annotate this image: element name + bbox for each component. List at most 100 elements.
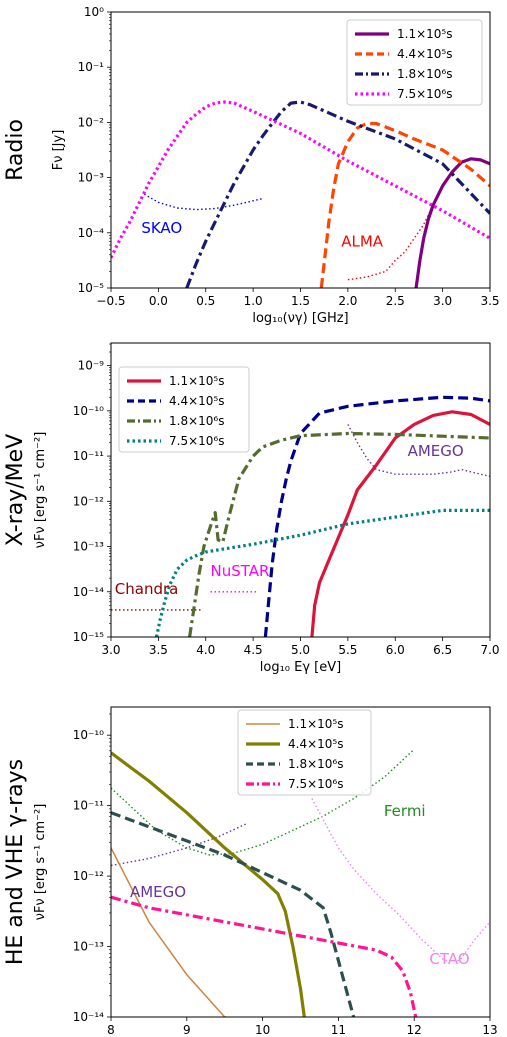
x-tick-label: 5.5 (338, 643, 357, 657)
x-tick-label: 1.0 (244, 294, 263, 308)
y-tick-label: 10⁻³ (78, 171, 105, 185)
series-line (111, 847, 227, 1017)
instrument-label: NuSTAR (210, 562, 269, 580)
y-tick-label: 10⁻¹⁵ (73, 630, 104, 644)
x-tick-label: 12 (407, 1023, 422, 1037)
x-tick-label: 2.5 (386, 294, 405, 308)
x-tick-label: 6.0 (386, 643, 405, 657)
legend-entry: 4.4×10⁵s (169, 394, 224, 408)
y-tick-label: 10⁻¹² (73, 494, 104, 508)
series-line (185, 100, 490, 288)
x-tick-label: 11 (331, 1023, 346, 1037)
series-line (319, 121, 490, 288)
legend-entry: 1.1×10⁵s (397, 27, 452, 41)
y-tick-label: 10⁻¹⁰ (73, 728, 104, 742)
y-tick-label: 10⁻¹³ (73, 540, 104, 554)
series-line (111, 751, 306, 1017)
series-line (414, 157, 490, 288)
legend-entry: 1.8×10⁶s (169, 414, 224, 428)
sensitivity-curve (347, 424, 490, 478)
x-tick-label: 6.5 (433, 643, 452, 657)
x-tick-label: 3.5 (149, 643, 168, 657)
x-tick-label: 5.0 (291, 643, 310, 657)
legend: 1.1×10⁵s 4.4×10⁵s 1.8×10⁶s 7.5×10⁶s (118, 366, 250, 453)
legend-entry: 7.5×10⁶s (397, 87, 452, 101)
x-axis-label: log₁₀ Eγ [eV] (260, 660, 341, 675)
x-tick-label: 9 (183, 1023, 191, 1037)
instrument-label: ALMA (341, 233, 384, 251)
row-label: Radio (3, 119, 28, 181)
legend-entry: 4.4×10⁵s (288, 737, 343, 751)
legend-entry: 1.8×10⁶s (288, 757, 343, 771)
y-axis-label: Fν [Jy] (51, 130, 66, 171)
instrument-label: Chandra (115, 580, 179, 598)
sensitivity-curve (111, 748, 415, 856)
sensitivity-curve (143, 193, 263, 211)
axes-frame (110, 706, 491, 1018)
x-tick-label: 0.5 (196, 294, 215, 308)
y-tick-label: 10⁻⁴ (78, 226, 105, 240)
x-axis-label: log₁₀(νγ) [GHz] (252, 311, 348, 326)
legend: 1.1×10⁵s 4.4×10⁵s 1.8×10⁶s 7.5×10⁶s (346, 19, 483, 106)
legend-box (346, 19, 483, 106)
x-tick-label: 2.0 (338, 294, 357, 308)
series-line (310, 410, 490, 637)
legend-entry: 4.4×10⁵s (397, 47, 452, 61)
x-tick-label: 8 (107, 1023, 115, 1037)
plot-area (111, 100, 490, 288)
x-tick-label: −0.5 (96, 294, 125, 308)
legend-entry: 1.1×10⁵s (169, 374, 224, 388)
x-tick-label: 4.5 (244, 643, 263, 657)
legend-entry: 7.5×10⁶s (288, 777, 343, 791)
x-tick-label: 3.0 (101, 643, 120, 657)
series-line (154, 508, 490, 637)
legend-box (118, 366, 250, 453)
y-tick-label: 10⁰ (84, 5, 104, 19)
x-tick-label: 10 (255, 1023, 270, 1037)
legend-entry: 7.5×10⁶s (169, 434, 224, 448)
y-tick-label: 10⁻¹ (78, 60, 105, 74)
instrument-label: AMEGO (130, 883, 186, 901)
sensitivity-curve (311, 798, 490, 962)
instrument-label: AMEGO (408, 442, 464, 460)
y-tick-label: 10⁻¹⁰ (73, 404, 104, 418)
legend-box (237, 709, 372, 796)
axes-frame (110, 342, 491, 638)
x-tick-label: 3.5 (480, 294, 499, 308)
legend: 1.1×10⁵s 4.4×10⁵s 1.8×10⁶s 7.5×10⁶s (237, 709, 372, 796)
x-tick-label: 1.5 (291, 294, 310, 308)
legend-entry: 1.1×10⁵s (288, 717, 343, 731)
plot-area (111, 748, 490, 1017)
panel-0: Radio Fν [Jy] log₁₀(νγ) [GHz] −0.5 0.0 0.5 1.0… (3, 5, 500, 326)
x-tick-label: 3.0 (433, 294, 452, 308)
series-line (263, 395, 490, 637)
y-axis-label: νFν [erg s⁻¹ cm⁻²] (33, 804, 48, 921)
x-tick-label: 7.0 (480, 643, 499, 657)
instrument-label: CTAO (429, 950, 469, 968)
instrument-label: Fermi (384, 802, 426, 820)
y-tick-label: 10⁻⁹ (78, 359, 105, 373)
plot-area (111, 395, 490, 637)
axes-frame (110, 11, 491, 289)
instrument-label: SKAO (141, 219, 182, 237)
y-tick-label: 10⁻¹⁴ (73, 585, 104, 599)
sensitivity-curve (111, 822, 248, 867)
series-line (111, 895, 418, 1017)
y-tick-label: 10⁻² (78, 115, 105, 129)
row-label: HE and VHE γ-rays (3, 759, 28, 965)
y-tick-label: 10⁻¹¹ (73, 449, 104, 463)
legend-entry: 1.8×10⁶s (397, 67, 452, 81)
x-tick-label: 4.0 (196, 643, 215, 657)
panel-1: X-ray/MeV νFν [erg s⁻¹ cm⁻²] log₁₀ Eγ [eV]… (3, 342, 500, 675)
x-tick-label: 0.0 (149, 294, 168, 308)
row-label: X-ray/MeV (3, 434, 28, 546)
y-tick-label: 10⁻¹³ (73, 940, 104, 954)
y-axis-label: νFν [erg s⁻¹ cm⁻²] (33, 432, 48, 549)
x-tick-label: 13 (482, 1023, 497, 1037)
series-line (188, 431, 490, 637)
series-line (111, 811, 356, 1017)
y-tick-label: 10⁻⁵ (78, 281, 105, 295)
y-tick-label: 10⁻¹¹ (73, 799, 104, 813)
